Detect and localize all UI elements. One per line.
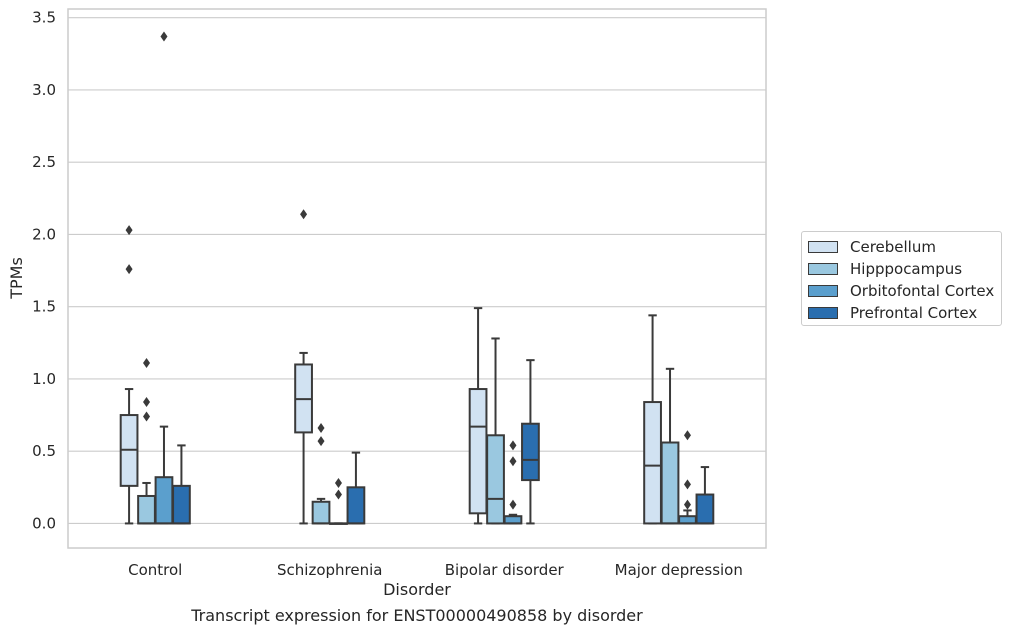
box-iqr — [678, 515, 697, 525]
x-tick-label: Major depression — [615, 561, 743, 579]
x-tick-label: Control — [128, 561, 182, 579]
box-orbitofontal-cortex-0 — [154, 31, 174, 525]
outlier-point — [509, 456, 517, 467]
outlier-point — [334, 489, 342, 500]
legend-swatch — [808, 307, 838, 319]
box-cerebellum-1 — [294, 209, 313, 525]
legend: Cerebellum Hipppocampus Orbitofontal Corte… — [801, 231, 1002, 326]
box-iqr — [172, 484, 191, 525]
box-prefrontal-cortex-0 — [172, 444, 191, 525]
box-iqr — [154, 476, 174, 525]
y-axis-title: TPMs — [7, 257, 26, 300]
box-prefrontal-cortex-2 — [521, 359, 540, 525]
y-tick-label: 2.5 — [32, 153, 56, 171]
box-cerebellum-2 — [468, 307, 488, 525]
legend-label: Prefrontal Cortex — [850, 304, 978, 322]
legend-swatch — [808, 285, 838, 297]
y-tick-label: 2.0 — [32, 225, 56, 243]
legend-label: Cerebellum — [850, 238, 936, 256]
y-tick-label: 1.5 — [32, 298, 56, 316]
outlier-point — [317, 423, 325, 434]
legend-label: Hipppocampus — [850, 260, 963, 278]
outlier-point — [143, 411, 151, 422]
x-tick-labels: Control Schizophrenia Bipolar disorder Majo… — [128, 561, 743, 579]
x-axis-title: Disorder — [383, 580, 451, 599]
y-tick-label: 3.5 — [32, 9, 56, 27]
outlier-point — [509, 499, 517, 510]
box-iqr — [660, 441, 680, 525]
outlier-point — [160, 31, 168, 42]
box-iqr — [311, 500, 331, 525]
box-prefrontal-cortex-3 — [695, 466, 715, 525]
y-tick-label: 1.0 — [32, 370, 56, 388]
box-hipppocampus-2 — [486, 337, 505, 525]
y-tick-labels: 0.0 0.5 1.0 1.5 2.0 2.5 3.0 3.5 — [32, 9, 56, 533]
box-iqr — [503, 515, 523, 525]
box-orbitofontal-cortex-3 — [678, 430, 697, 525]
outlier-point — [300, 209, 308, 220]
legend-item: Hipppocampus — [808, 258, 1001, 280]
box-prefrontal-cortex-1 — [346, 451, 366, 525]
outlier-point — [143, 358, 151, 369]
y-tick-label: 0.5 — [32, 442, 56, 460]
box-iqr — [521, 422, 540, 482]
x-tick-label: Bipolar disorder — [445, 561, 565, 579]
outlier-point — [683, 499, 691, 510]
outlier-point — [125, 264, 133, 275]
box-cerebellum-0 — [119, 225, 139, 525]
outlier-point — [125, 225, 133, 236]
box-hipppocampus-3 — [660, 367, 680, 525]
legend-item: Orbitofontal Cortex — [808, 280, 1001, 302]
y-tick-label: 3.0 — [32, 81, 56, 99]
outlier-point — [143, 397, 151, 408]
box-iqr — [346, 486, 366, 525]
legend-item: Cerebellum — [808, 236, 1001, 258]
box-hipppocampus-0 — [137, 358, 156, 525]
box-hipppocampus-1 — [311, 423, 331, 525]
box-iqr — [643, 401, 662, 525]
outlier-point — [334, 477, 342, 488]
box-iqr — [486, 434, 505, 525]
box-iqr — [137, 494, 156, 525]
legend-item: Prefrontal Cortex — [808, 302, 1001, 324]
outlier-point — [683, 430, 691, 441]
legend-swatch — [808, 241, 838, 253]
box-orbitofontal-cortex-2 — [503, 440, 523, 525]
box-iqr — [695, 493, 715, 525]
outlier-point — [683, 479, 691, 490]
outlier-point — [509, 440, 517, 451]
outlier-point — [317, 436, 325, 447]
x-tick-label: Schizophrenia — [277, 561, 382, 579]
boxes — [119, 31, 715, 525]
y-tick-label: 0.0 — [32, 514, 56, 532]
legend-label: Orbitofontal Cortex — [850, 282, 995, 300]
box-iqr — [468, 388, 488, 515]
figure-caption: Transcript expression for ENST0000049085… — [191, 606, 643, 625]
legend-swatch — [808, 263, 838, 275]
